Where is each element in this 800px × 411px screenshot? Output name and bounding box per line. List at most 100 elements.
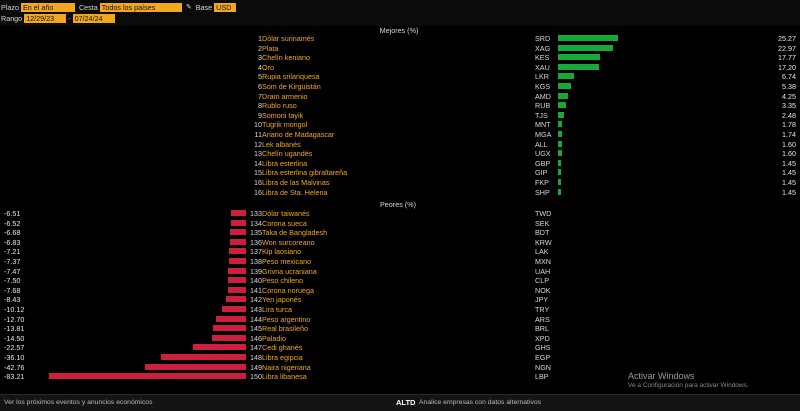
percent-value: 1.60 <box>782 139 796 149</box>
currency-code: XAG <box>535 43 551 53</box>
row-rank: 14 <box>254 158 262 168</box>
peores-row[interactable]: -10.12 143 Lira turca TRY <box>0 305 800 314</box>
row-rank: 1 <box>258 34 262 43</box>
peores-row[interactable]: -6.52 134 Corona sueca SEK <box>0 219 800 228</box>
percent-value: 6.74 <box>782 72 796 82</box>
row-rank: 8 <box>258 101 262 111</box>
currency-name: Somoni tayik <box>262 110 304 120</box>
currency-code: NGN <box>535 362 551 372</box>
peores-title: Peores (%) <box>380 200 416 209</box>
currency-code: JPY <box>535 295 549 305</box>
row-rank: 13 <box>254 149 262 159</box>
mejores-row[interactable]: 13 Chelín ugandés UGX 1.60 <box>0 149 800 158</box>
mejores-row[interactable]: 6 Som de Kirguistán KGS 5.38 <box>0 82 800 91</box>
mejores-row[interactable]: 8 Rublo ruso RUB 3.35 <box>0 101 800 110</box>
row-rank: 150 <box>250 372 262 382</box>
currency-name: Dólar surinamés <box>262 34 315 43</box>
mejores-row[interactable]: 16 Libra de las Malvinas FKP 1.45 <box>0 178 800 187</box>
positive-bar <box>558 102 566 109</box>
peores-row[interactable]: -7.37 138 Peso mexicano MXN <box>0 257 800 266</box>
peores-row[interactable]: -6.51 133 Dólar taiwanés TWD <box>0 209 800 218</box>
currency-code: BDT <box>535 228 550 238</box>
row-rank: 11 <box>254 130 262 139</box>
end-date-field[interactable]: 07/24/24 <box>72 13 115 23</box>
row-rank: 133 <box>250 209 262 218</box>
mejores-row[interactable]: 3 Chelín keniano KES 17.77 <box>0 53 800 62</box>
mejores-title: Mejores (%) <box>379 26 419 35</box>
start-date-field[interactable]: 12/29/23 <box>24 13 67 23</box>
peores-row[interactable]: -13.81 145 Real brasileño BRL <box>0 324 800 333</box>
mejores-row[interactable]: 12 Lek albanés ALL 1.60 <box>0 140 800 149</box>
peores-row[interactable]: -7.21 137 Kip laosiano LAK <box>0 247 800 256</box>
peores-row[interactable]: -8.43 142 Yen japonés JPY <box>0 295 800 304</box>
currency-name: Dólar taiwanés <box>262 209 310 218</box>
negative-bar <box>230 229 246 236</box>
currency-code: XPD <box>535 333 550 343</box>
row-rank: 16 <box>254 178 262 187</box>
row-rank: 144 <box>250 314 262 324</box>
peores-row[interactable]: -12.70 144 Peso argentino ARS <box>0 315 800 324</box>
row-rank: 140 <box>250 276 262 286</box>
positive-bar <box>558 188 562 195</box>
row-rank: 3 <box>258 53 262 63</box>
currency-name: Lek albanés <box>262 139 301 149</box>
peores-row[interactable]: -42.76 149 Naira nigeriana NGN <box>0 363 800 372</box>
percent-value: 1.45 <box>782 187 796 197</box>
peores-row[interactable]: -22.57 147 Cedi ghanés GHS <box>0 343 800 352</box>
footer-bar: Ver los próximos eventos y anuncios econ… <box>0 394 800 411</box>
row-rank: 4 <box>258 62 262 72</box>
positive-bar <box>558 54 601 61</box>
peores-row[interactable]: -6.68 135 Taka de Bangladesh BDT <box>0 228 800 237</box>
cesta-dropdown[interactable]: Todos los países <box>99 2 182 12</box>
peores-row[interactable]: -7.68 141 Corona noruega NOK <box>0 286 800 295</box>
toolbar: Plazo En el año Cesta Todos los países ✎… <box>0 0 800 26</box>
negative-bar <box>227 286 246 293</box>
currency-name: Peso mexicano <box>262 257 312 266</box>
currency-name: Peso chileno <box>262 276 304 286</box>
row-rank: 138 <box>250 257 262 266</box>
currency-name: Dram armenio <box>262 91 308 101</box>
currency-code: LKR <box>535 72 549 82</box>
mejores-row[interactable]: 15 Libra esterlina gibraltareña GIP 1.45 <box>0 168 800 177</box>
currency-code: ARS <box>535 314 550 324</box>
peores-row[interactable]: -6.83 136 Won surcoreano KRW <box>0 238 800 247</box>
currency-code: MGA <box>535 130 552 139</box>
currency-name: Naira nigeriana <box>262 362 311 372</box>
mejores-row[interactable]: 11 Ariario de Madagascar MGA 1.74 <box>0 130 800 139</box>
currency-name: Chelín keniano <box>262 53 310 63</box>
base-currency-field[interactable]: USD <box>214 2 237 12</box>
base-label: Base <box>195 2 213 12</box>
edit-basket-icon[interactable]: ✎ <box>185 4 192 11</box>
currency-code: SEK <box>535 218 550 228</box>
peores-row[interactable]: -14.50 146 Paladio XPD <box>0 334 800 343</box>
plazo-dropdown[interactable]: En el año <box>20 2 75 12</box>
percent-value: 17.20 <box>778 62 796 72</box>
altd-link[interactable]: Analice empresas con datos alternativos <box>419 399 542 406</box>
peores-row[interactable]: -36.10 148 Libra egipcia EGP <box>0 353 800 362</box>
altd-label[interactable]: ALTD <box>396 398 416 407</box>
toolbar-row-range: Rango 12/29/23 - 07/24/24 <box>1 13 115 23</box>
positive-bar <box>558 111 564 118</box>
positive-bar <box>558 44 613 51</box>
currency-code: GIP <box>535 168 548 178</box>
percent-value: -13.81 <box>4 324 25 334</box>
percent-value: -7.21 <box>4 247 21 257</box>
mejores-row[interactable]: 16 Libra de Sta. Helena SHP 1.45 <box>0 188 800 197</box>
peores-row[interactable]: -83.21 150 Libra libanesa LBP <box>0 372 800 381</box>
positive-bar <box>558 131 563 137</box>
economic-events-link[interactable]: Ver los próximos eventos y anuncios econ… <box>4 399 153 406</box>
negative-bar <box>228 248 246 255</box>
percent-value: 25.27 <box>778 34 796 43</box>
mejores-row[interactable]: 10 Tugrik mongol MNT 1.78 <box>0 120 800 129</box>
mejores-row[interactable]: 7 Dram armenio AMD 4.25 <box>0 92 800 101</box>
mejores-row[interactable]: 1 Dólar surinamés SRD 25.27 <box>0 34 800 43</box>
peores-row[interactable]: -7.47 139 Grivna ucraniana UAH <box>0 267 800 276</box>
percent-value: 1.45 <box>782 168 796 178</box>
activate-windows-watermark: Activar Windows Ve a Configuración para … <box>628 371 749 389</box>
mejores-row[interactable]: 5 Rupia srilanquesa LKR 6.74 <box>0 72 800 81</box>
mejores-row[interactable]: 4 Oro XAU 17.20 <box>0 63 800 72</box>
mejores-row[interactable]: 2 Plata XAG 22.97 <box>0 44 800 53</box>
mejores-row[interactable]: 9 Somoni tayik TJS 2.48 <box>0 111 800 120</box>
mejores-row[interactable]: 14 Libra esterlina GBP 1.45 <box>0 159 800 168</box>
peores-row[interactable]: -7.50 140 Peso chileno CLP <box>0 276 800 285</box>
